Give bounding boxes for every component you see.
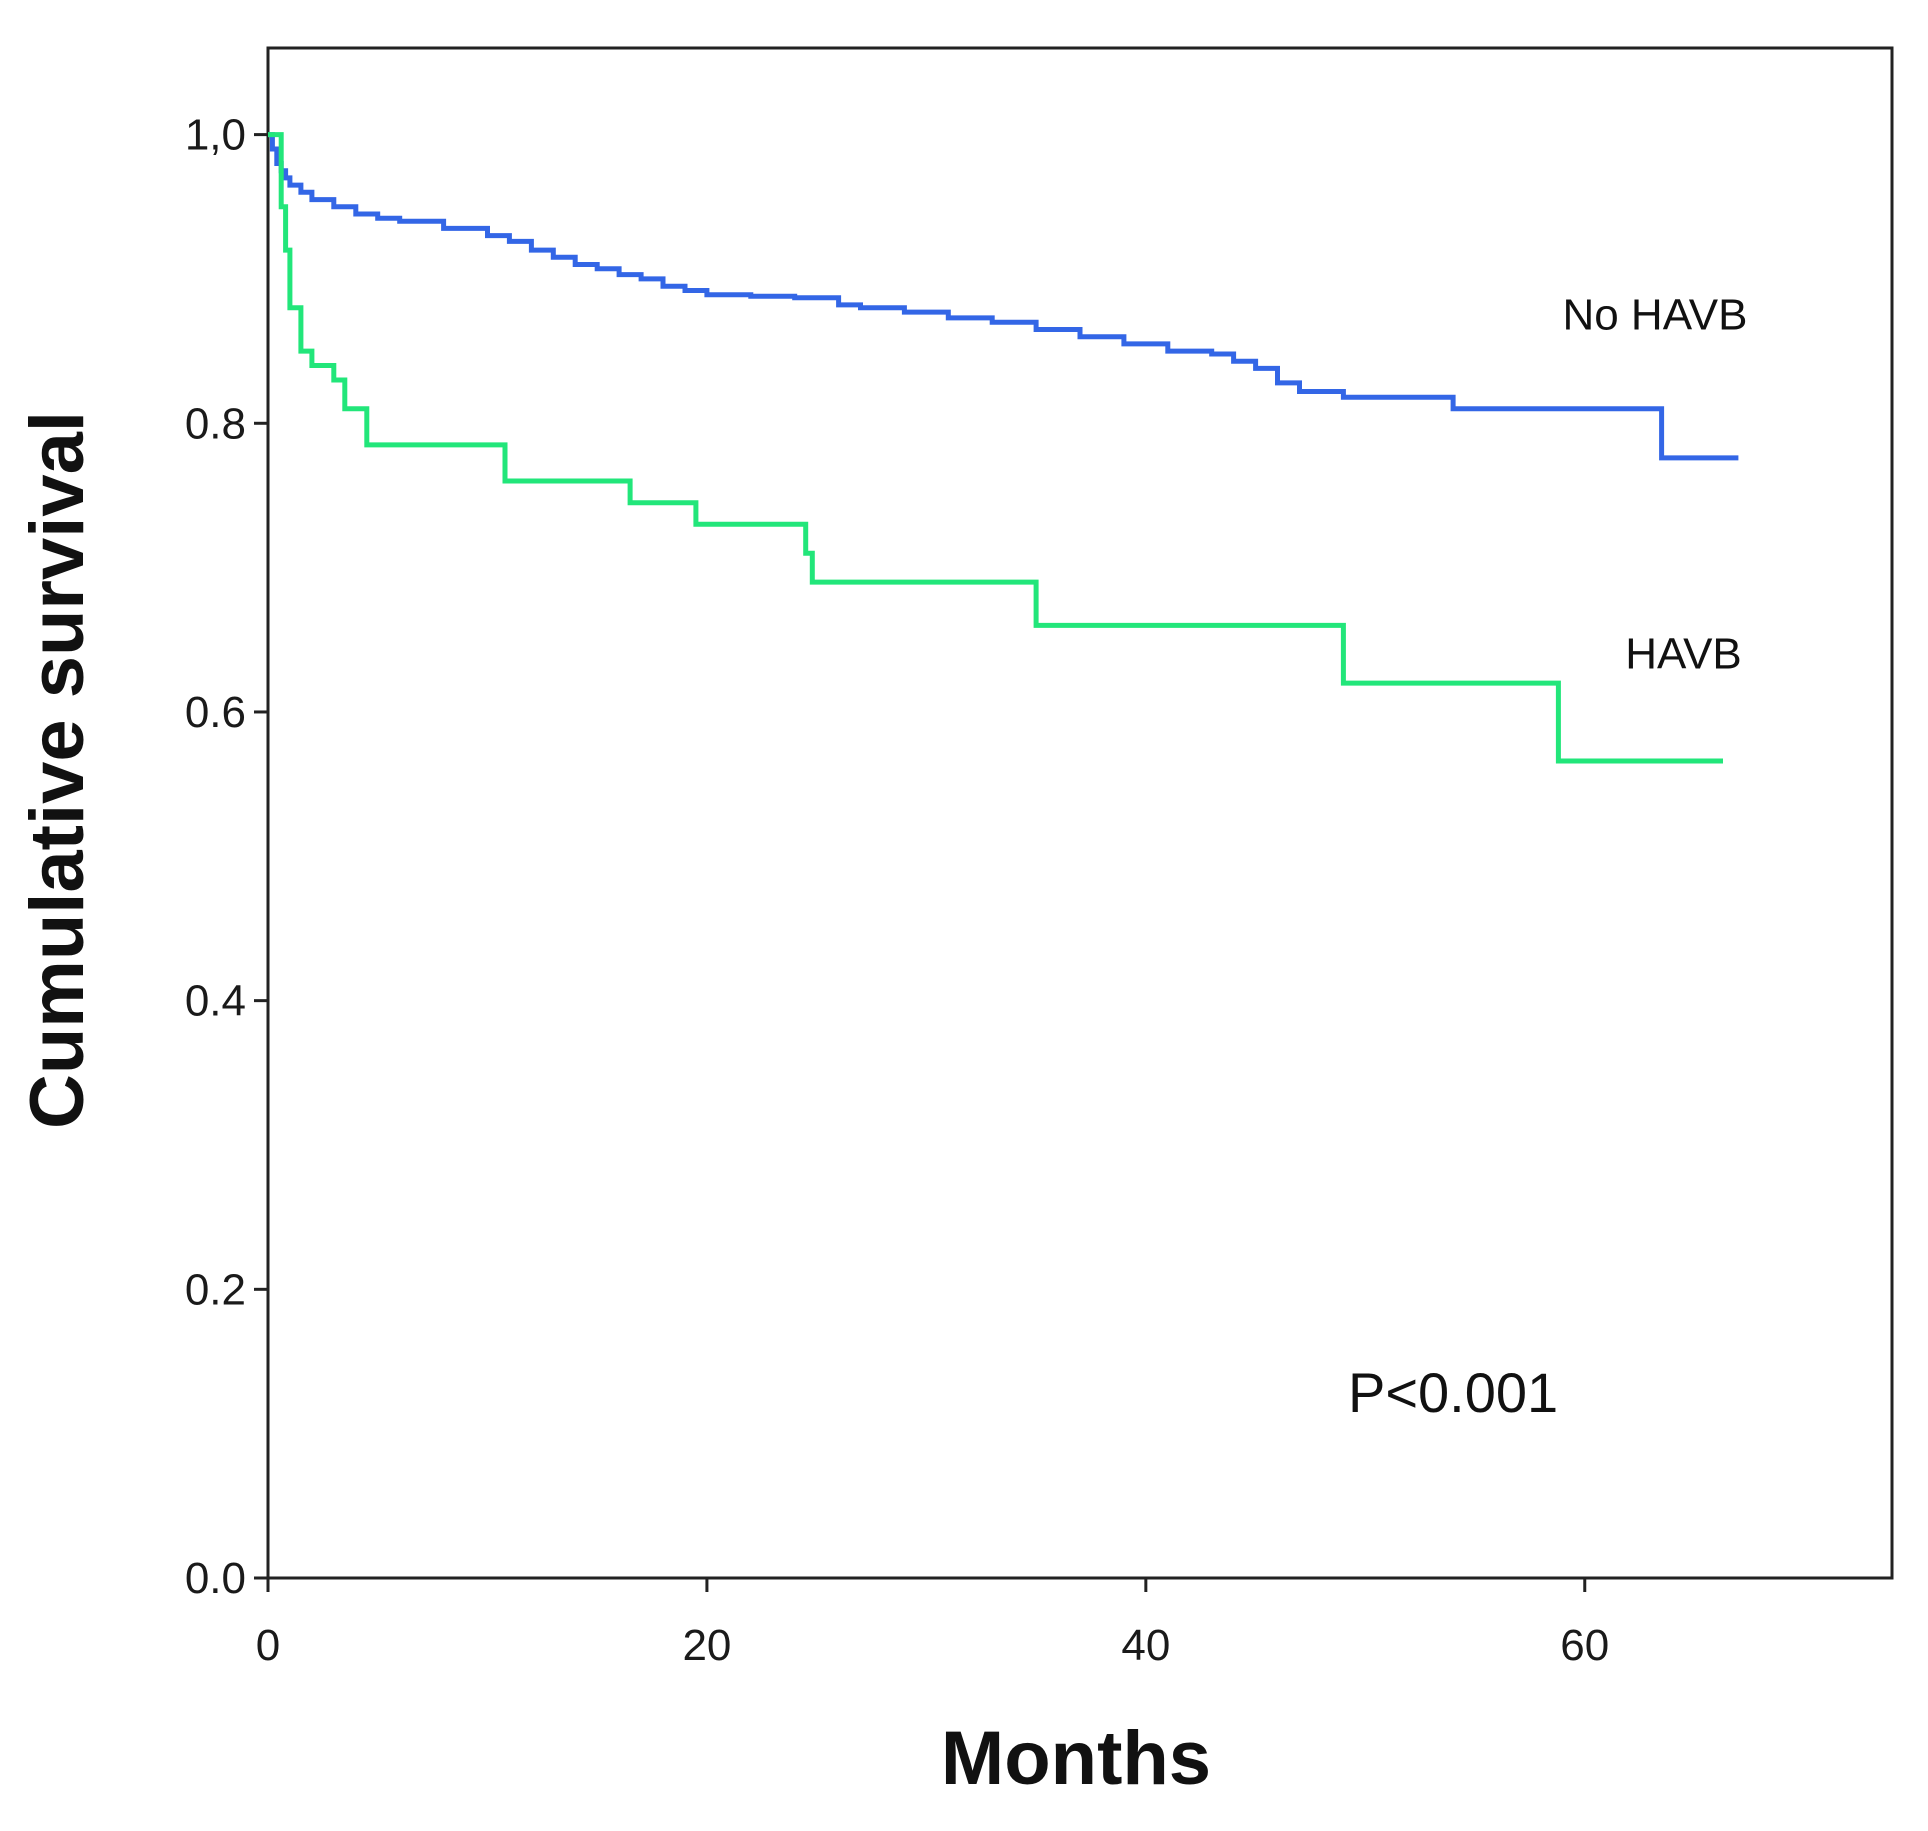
series-labels: No HAVB HAVB xyxy=(1562,290,1747,678)
y-tick-label: 0.6 xyxy=(185,688,246,737)
plot-area-frame xyxy=(266,46,1894,1580)
y-axis-ticks: 0.0 0.2 0.4 0.6 0.8 1,0 xyxy=(185,111,268,1603)
series-label-havb: HAVB xyxy=(1625,630,1742,679)
series-line-no-havb xyxy=(268,132,1739,461)
y-tick-label: 0.4 xyxy=(185,977,246,1026)
y-axis-title: Cumulative survival xyxy=(15,411,100,1129)
p-value-annotation: P<0.001 xyxy=(1348,1361,1558,1424)
x-tick-label: 0 xyxy=(256,1621,280,1670)
series-label-no-havb: No HAVB xyxy=(1562,290,1747,339)
x-tick-label: 40 xyxy=(1121,1621,1170,1670)
y-tick-label: 0.8 xyxy=(185,399,246,448)
x-tick-label: 60 xyxy=(1560,1621,1609,1670)
y-tick-label: 0.0 xyxy=(185,1554,246,1603)
y-tick-label: 1,0 xyxy=(185,111,246,160)
x-axis-ticks: 0 20 40 60 xyxy=(256,1578,1609,1670)
series-line-havb xyxy=(268,132,1723,764)
x-tick-label: 20 xyxy=(682,1621,731,1670)
x-axis-title: Months xyxy=(941,1716,1211,1801)
annotations: P<0.001 xyxy=(1348,1361,1558,1424)
y-tick-label: 0.2 xyxy=(185,1265,246,1314)
series-layer xyxy=(268,132,1739,764)
